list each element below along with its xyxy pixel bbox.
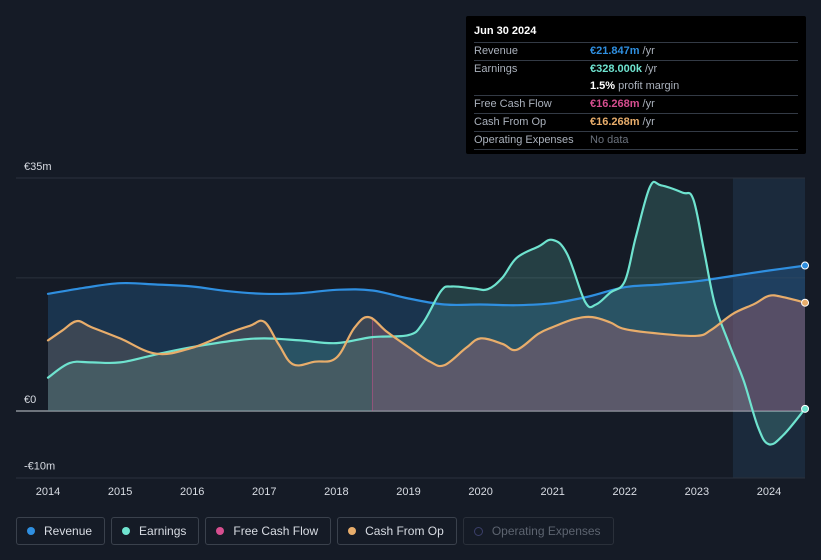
x-tick-label: 2019 <box>396 486 420 498</box>
legend-label: Cash From Op <box>365 524 444 538</box>
legend-earnings[interactable]: Earnings <box>111 517 200 545</box>
x-tick-label: 2021 <box>540 486 564 498</box>
tooltip-value: €21.847m <box>590 45 640 57</box>
tooltip-row-operating-expenses: Operating Expenses No data <box>474 132 798 150</box>
cash-from-op-line <box>46 294 807 368</box>
tooltip-label: Operating Expenses <box>474 134 574 146</box>
cash-from-op-area <box>48 295 805 411</box>
y-tick-label: €0 <box>24 394 36 406</box>
tooltip-label <box>474 78 590 95</box>
tooltip-row-revenue: Revenue €21.847m /yr <box>474 43 798 61</box>
hover-band <box>732 178 805 478</box>
tooltip-unit: /yr <box>642 116 655 128</box>
tooltip-label: Earnings <box>474 63 518 75</box>
tooltip-unit: /yr <box>642 98 655 110</box>
data-tooltip: Jun 30 2024 Revenue €21.847m /yr Earning… <box>466 16 806 154</box>
x-tick-label: 2020 <box>468 486 492 498</box>
revenue-area <box>48 265 805 411</box>
earnings-area <box>48 181 805 445</box>
tooltip-value: No data <box>590 134 629 146</box>
y-tick-label: €35m <box>24 161 52 173</box>
free-cash-flow-dot-icon <box>216 527 225 535</box>
x-tick-label: 2014 <box>36 486 60 498</box>
legend-cash-from-op[interactable]: Cash From Op <box>337 517 457 545</box>
tooltip-date: Jun 30 2024 <box>474 24 798 43</box>
legend-label: Revenue <box>44 524 93 538</box>
tooltip-value: €328.000k <box>590 63 642 75</box>
legend-label: Operating Expenses <box>491 524 601 538</box>
legend-revenue[interactable]: Revenue <box>16 517 106 545</box>
x-tick-label: 2024 <box>757 486 781 498</box>
tooltip-value: €16.268m <box>590 116 640 128</box>
tooltip-row-earnings: Earnings €328.000k /yr <box>474 61 798 78</box>
revenue-line <box>46 264 807 307</box>
operating-expenses-dot-icon <box>473 526 483 536</box>
chart-legend: Revenue Earnings Free Cash Flow Cash Fro… <box>16 517 614 545</box>
free-cash-flow-area <box>372 295 805 411</box>
tooltip-unit: /yr <box>642 45 655 57</box>
tooltip-label: Cash From Op <box>474 116 547 128</box>
legend-label: Earnings <box>139 524 187 538</box>
tooltip-label: Revenue <box>474 45 519 57</box>
tooltip-row-cash-from-op: Cash From Op €16.268m /yr <box>474 114 798 132</box>
tooltip-row-free-cash-flow: Free Cash Flow €16.268m /yr <box>474 96 798 114</box>
legend-operating-expenses[interactable]: Operating Expenses <box>462 517 614 545</box>
tooltip-value: €16.268m <box>590 98 640 110</box>
x-tick-label: 2015 <box>108 486 132 498</box>
x-tick-label: 2017 <box>252 486 276 498</box>
tooltip-unit: /yr <box>645 63 658 75</box>
revenue-end-marker <box>801 261 810 270</box>
x-tick-label: 2016 <box>180 486 204 498</box>
legend-free-cash-flow[interactable]: Free Cash Flow <box>205 517 332 545</box>
tooltip-row-profit-margin: 1.5% profit margin <box>474 78 798 96</box>
tooltip-label: Free Cash Flow <box>474 98 552 110</box>
x-tick-label: 2023 <box>685 486 709 498</box>
cash-from-op-dot-icon <box>348 527 357 535</box>
x-tick-label: 2022 <box>613 486 637 498</box>
legend-label: Free Cash Flow <box>233 524 319 538</box>
cash-from-op-end-marker <box>801 298 810 307</box>
tooltip-unit: profit margin <box>618 80 680 92</box>
earnings-end-marker <box>801 404 810 413</box>
y-tick-label: -€10m <box>24 461 55 473</box>
earnings-dot-icon <box>122 527 131 535</box>
tooltip-value: 1.5% <box>590 80 616 92</box>
earnings-line <box>46 180 807 446</box>
x-tick-label: 2018 <box>324 486 348 498</box>
revenue-dot-icon <box>27 527 35 535</box>
